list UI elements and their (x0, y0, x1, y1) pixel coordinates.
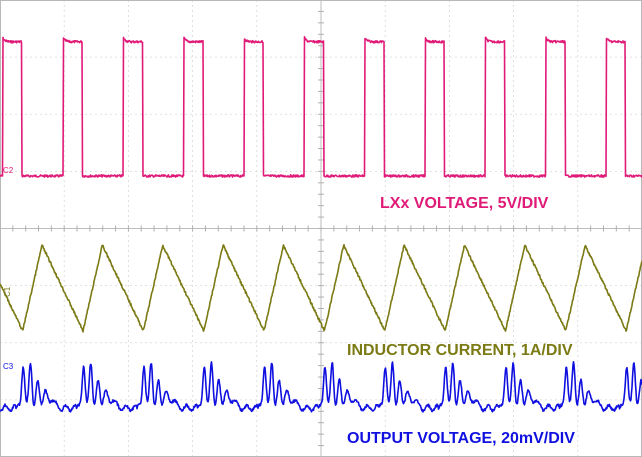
output-voltage-label: OUTPUT VOLTAGE, 20mV/DIV (347, 430, 575, 447)
channel-marker-c2: C2 (3, 166, 14, 175)
lx-voltage-label: LXx VOLTAGE, 5V/DIV (380, 195, 549, 212)
channel-marker-c1: C1 (3, 286, 12, 297)
inductor-current-trace (0, 244, 642, 333)
output-voltage-trace (0, 361, 642, 413)
channel-marker-c3: C3 (3, 362, 14, 371)
traces (0, 36, 642, 413)
inductor-current-label: INDUCTOR CURRENT, 1A/DIV (347, 342, 573, 359)
lx-voltage-trace (0, 36, 642, 178)
